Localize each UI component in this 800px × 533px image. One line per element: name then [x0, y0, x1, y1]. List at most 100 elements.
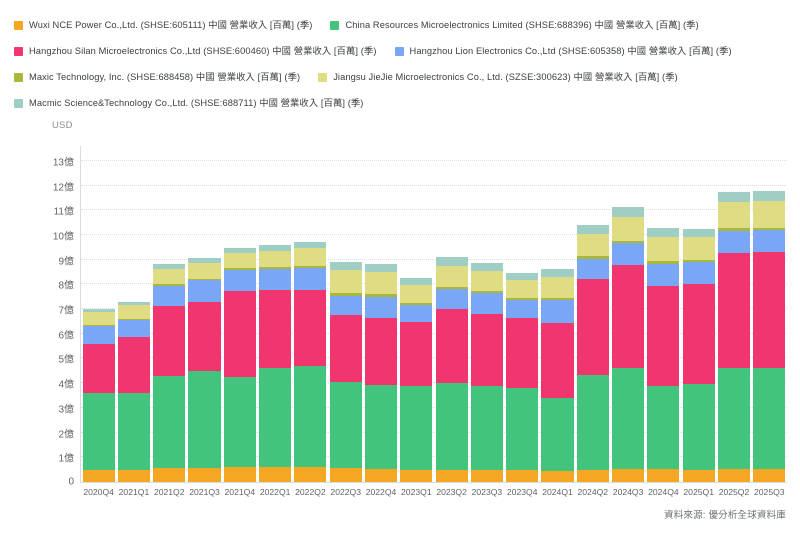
bar-segment[interactable] — [753, 190, 786, 202]
bar-segment[interactable] — [576, 234, 609, 257]
bar-column[interactable]: 2020Q4 — [82, 146, 115, 497]
legend-item-6[interactable]: Macmic Science&Technology Co.,Ltd. (SHSE… — [14, 98, 363, 109]
bar-segment[interactable] — [117, 336, 150, 394]
bar-segment[interactable] — [470, 271, 503, 292]
bar-segment[interactable] — [153, 375, 186, 469]
bar-segment[interactable] — [329, 293, 362, 296]
bar-segment[interactable] — [541, 300, 574, 324]
legend-item-3[interactable]: Hangzhou Lion Electronics Co.,Ltd (SHSE:… — [394, 46, 732, 57]
bar-column[interactable]: 2021Q4 — [223, 146, 256, 497]
bar-segment[interactable] — [364, 318, 398, 386]
bar-segment[interactable] — [400, 302, 433, 306]
bar-segment[interactable] — [329, 262, 362, 270]
bar-segment[interactable] — [294, 266, 327, 269]
bar-segment[interactable] — [259, 250, 292, 268]
bar-segment[interactable] — [188, 278, 221, 281]
bar-segment[interactable] — [682, 283, 715, 385]
bar-segment[interactable] — [188, 370, 221, 468]
bar-segment[interactable] — [82, 470, 115, 482]
bar-column[interactable]: 2021Q3 — [188, 146, 221, 497]
bar-segment[interactable] — [612, 207, 645, 217]
bar-segment[interactable] — [400, 322, 433, 387]
bar-column[interactable]: 2023Q1 — [400, 146, 433, 497]
bar-segment[interactable] — [223, 268, 256, 270]
bar-segment[interactable] — [506, 388, 539, 471]
bar-segment[interactable] — [682, 470, 715, 482]
bar-segment[interactable] — [470, 470, 503, 482]
bar-segment[interactable] — [82, 393, 115, 471]
bar-segment[interactable] — [435, 265, 468, 287]
bar-segment[interactable] — [188, 263, 221, 279]
bar-segment[interactable] — [82, 309, 115, 313]
bar-segment[interactable] — [647, 285, 680, 386]
bar-segment[interactable] — [329, 295, 362, 316]
bar-segment[interactable] — [541, 470, 574, 482]
bar-segment[interactable] — [364, 263, 398, 272]
bar-segment[interactable] — [753, 227, 786, 231]
bar-column[interactable]: 2025Q3 — [753, 146, 786, 497]
bar-column[interactable]: 2021Q2 — [153, 146, 186, 497]
bar-segment[interactable] — [259, 367, 292, 468]
bar-segment[interactable] — [753, 201, 786, 228]
bar-segment[interactable] — [82, 343, 115, 394]
bar-segment[interactable] — [82, 312, 115, 325]
bar-segment[interactable] — [506, 470, 539, 482]
bar-segment[interactable] — [400, 386, 433, 471]
bar-segment[interactable] — [541, 277, 574, 299]
bar-segment[interactable] — [329, 382, 362, 469]
bar-segment[interactable] — [188, 467, 221, 482]
bar-segment[interactable] — [647, 261, 680, 264]
bar-segment[interactable] — [576, 279, 609, 375]
bar-segment[interactable] — [470, 293, 503, 314]
bar-segment[interactable] — [329, 468, 362, 482]
bar-segment[interactable] — [223, 377, 256, 468]
bar-segment[interactable] — [682, 261, 715, 284]
bar-segment[interactable] — [223, 467, 256, 482]
bar-segment[interactable] — [717, 202, 751, 229]
legend-item-1[interactable]: China Resources Microelectronics Limited… — [330, 20, 699, 31]
bar-segment[interactable] — [435, 383, 468, 470]
bar-segment[interactable] — [188, 258, 221, 264]
bar-segment[interactable] — [470, 313, 503, 386]
bar-segment[interactable] — [153, 468, 186, 482]
bar-segment[interactable] — [364, 271, 398, 295]
bar-segment[interactable] — [470, 262, 503, 272]
bar-segment[interactable] — [717, 469, 751, 482]
bar-segment[interactable] — [364, 469, 398, 482]
bar-segment[interactable] — [188, 280, 221, 302]
bar-segment[interactable] — [753, 469, 786, 482]
bar-segment[interactable] — [612, 264, 645, 369]
bar-segment[interactable] — [753, 252, 786, 369]
bar-segment[interactable] — [541, 398, 574, 471]
bar-segment[interactable] — [753, 230, 786, 253]
bar-segment[interactable] — [506, 297, 539, 300]
bar-segment[interactable] — [576, 374, 609, 470]
bar-segment[interactable] — [576, 258, 609, 280]
bar-column[interactable]: 2022Q2 — [294, 146, 327, 497]
bar-segment[interactable] — [259, 267, 292, 270]
bar-segment[interactable] — [647, 263, 680, 286]
bar-segment[interactable] — [647, 385, 680, 470]
bar-segment[interactable] — [612, 240, 645, 244]
bar-segment[interactable] — [647, 227, 680, 237]
bar-segment[interactable] — [153, 268, 186, 285]
bar-segment[interactable] — [470, 291, 503, 294]
bar-column[interactable]: 2025Q2 — [717, 146, 751, 497]
bar-segment[interactable] — [612, 243, 645, 265]
bar-segment[interactable] — [153, 285, 186, 307]
bar-segment[interactable] — [400, 470, 433, 482]
bar-column[interactable]: 2023Q2 — [435, 146, 468, 497]
bar-segment[interactable] — [612, 216, 645, 241]
bar-segment[interactable] — [647, 236, 680, 262]
bar-segment[interactable] — [294, 242, 327, 249]
bar-segment[interactable] — [541, 269, 574, 278]
bar-segment[interactable] — [400, 285, 433, 303]
bar-segment[interactable] — [717, 367, 751, 470]
bar-segment[interactable] — [612, 368, 645, 470]
bar-segment[interactable] — [294, 289, 327, 366]
bar-segment[interactable] — [435, 309, 468, 384]
bar-segment[interactable] — [364, 385, 398, 470]
bar-segment[interactable] — [541, 298, 574, 301]
bar-segment[interactable] — [400, 278, 433, 286]
bar-segment[interactable] — [294, 248, 327, 267]
